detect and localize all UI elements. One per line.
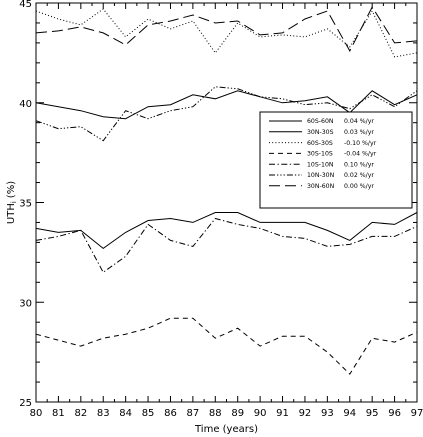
x-tick-label: 84 (119, 408, 132, 419)
legend-series-name: 60S-60N (307, 118, 334, 125)
y-axis-label: UTHi (%) (6, 181, 18, 224)
series-lines (35, 5, 418, 375)
x-tick-label: 86 (164, 408, 177, 419)
y-tick-label: 30 (19, 298, 32, 309)
x-tick-label: 91 (276, 408, 289, 419)
x-tick-label: 96 (388, 408, 401, 419)
legend-series-name: 10N-30N (307, 172, 335, 179)
series-line-10s-10n (35, 217, 418, 274)
y-axis-label-subscript: i (10, 201, 18, 203)
x-tick-label: 93 (321, 408, 334, 419)
x-tick-label: 95 (366, 408, 379, 419)
x-tick-label: 90 (254, 408, 267, 419)
legend-trend: 0.10 %/yr (344, 161, 374, 168)
y-tick-label: 45 (19, 0, 32, 10)
legend-series-name: 10S-10N (307, 161, 334, 168)
axis-tick-labels: 80 81 82 83 84 85 86 87 88 89 90 91 92 93 94 95 96 97 25 30… (19, 0, 423, 419)
x-tick-label: 85 (142, 408, 155, 419)
series-line-30n-60n (35, 5, 418, 52)
y-tick-label: 40 (19, 99, 32, 110)
legend-trend: 0.04 %/yr (344, 118, 374, 125)
x-tick-label: 82 (74, 408, 87, 419)
legend: 60S-60N 0.04 %/yr 30N-30S 0.03 %/yr 60S-30S -… (259, 111, 413, 209)
series-line-60s-30s (35, 8, 418, 58)
x-tick-label: 92 (299, 408, 312, 419)
x-tick-label: 88 (209, 408, 222, 419)
y-tick-label: 25 (19, 398, 32, 409)
legend-box (259, 111, 413, 209)
legend-trend: -0.04 %/yr (344, 151, 377, 158)
x-tick-label: 89 (231, 408, 244, 419)
x-axis-label: Time (years) (194, 424, 258, 435)
y-axis-label-main: UTH (6, 203, 17, 224)
legend-trend: -0.10 %/yr (344, 140, 377, 147)
legend-trend: 0.02 %/yr (344, 172, 374, 179)
x-tick-label: 94 (343, 408, 356, 419)
legend-series-name: 30N-30S (307, 129, 334, 136)
legend-trend: 0.00 %/yr (344, 183, 374, 190)
y-axis-label-unit: (%) (6, 181, 17, 198)
y-tick-label: 35 (19, 199, 32, 210)
legend-series-name: 60S-30S (307, 140, 333, 147)
series-line-30s-10s (35, 317, 418, 375)
legend-trend: 0.03 %/yr (344, 129, 374, 136)
legend-entries: 60S-60N 0.04 %/yr 30N-30S 0.03 %/yr 60S-30S -… (269, 118, 377, 190)
x-tick-label: 87 (187, 408, 200, 419)
axis-ticks (35, 2, 418, 403)
x-tick-label: 81 (52, 408, 65, 419)
series-line-10n-30n (35, 86, 418, 142)
legend-series-name: 30N-60N (307, 183, 335, 190)
x-tick-label: 83 (97, 408, 110, 419)
x-tick-label: 80 (30, 408, 43, 419)
legend-series-name: 30S-10S (307, 151, 333, 158)
x-tick-label: 97 (411, 408, 423, 419)
series-line-30n-30s (35, 212, 418, 250)
series-line-60s-60n (35, 90, 418, 120)
